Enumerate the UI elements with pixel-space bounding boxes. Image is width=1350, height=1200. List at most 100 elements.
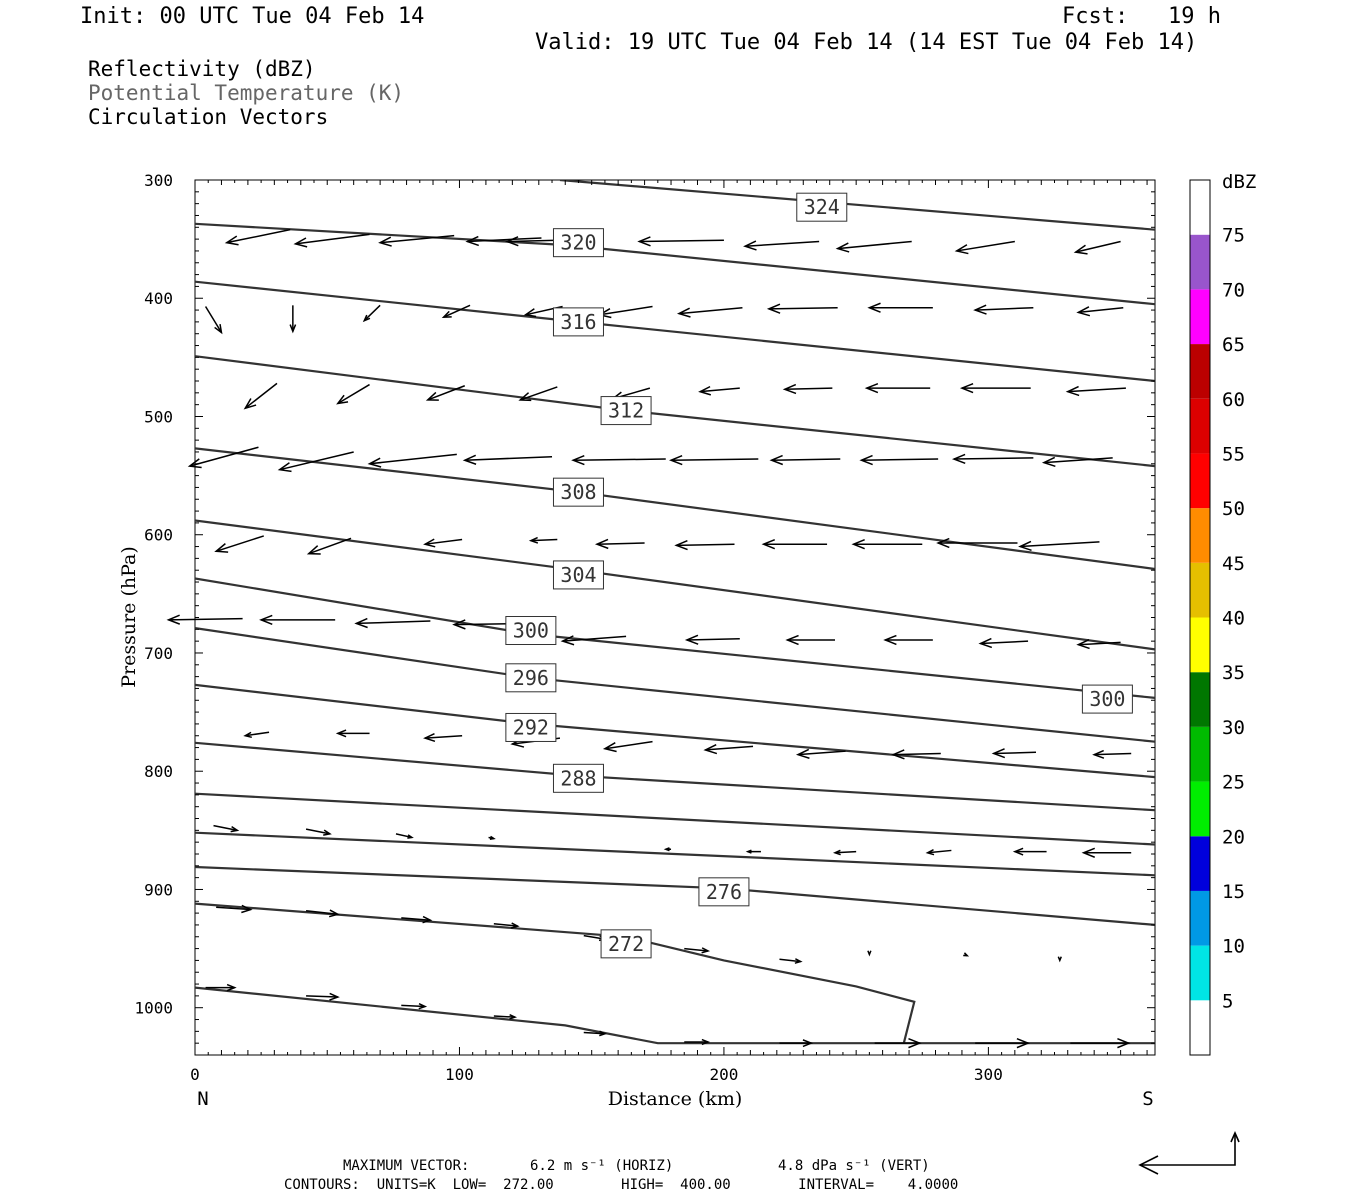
circulation-vector-head <box>936 537 950 549</box>
circulation-vector-head <box>954 244 969 255</box>
circulation-vector <box>395 833 413 839</box>
circulation-vector-head <box>802 1039 814 1048</box>
contour-label: 308 <box>560 480 596 504</box>
y-tick-label: 500 <box>144 407 173 426</box>
circulation-vector-head <box>243 398 257 410</box>
contour-label: 300 <box>513 619 549 643</box>
circulation-vector-head <box>423 538 436 548</box>
circulation-vector <box>464 455 553 461</box>
theta-contour-line <box>195 577 1155 699</box>
theta-contour-line <box>195 355 1155 468</box>
circulation-vector <box>797 750 846 756</box>
circulation-vector <box>975 306 1034 311</box>
theta-contour-line <box>559 180 1155 231</box>
south-label: S <box>1142 1088 1153 1110</box>
circulation-vector-head <box>418 1003 428 1010</box>
ref-arrow-head-vert <box>1230 1131 1240 1143</box>
contour-label-box <box>1081 684 1133 714</box>
circulation-vector-head <box>462 454 477 465</box>
theta-contour-line <box>195 831 1155 877</box>
circulation-vector <box>676 543 735 547</box>
circulation-vector-head <box>1081 847 1096 858</box>
circulation-vector-head <box>293 237 308 248</box>
circulation-vector <box>573 458 666 461</box>
circulation-vector-head <box>785 634 799 646</box>
colorbar-segment <box>1190 781 1210 837</box>
colorbar-segment <box>1190 562 1210 618</box>
contour-label-box <box>505 663 557 693</box>
circulation-vector-head <box>701 1038 711 1046</box>
legend-circulation-vectors: Circulation Vectors <box>88 105 329 129</box>
colorbar-label: 55 <box>1222 443 1245 465</box>
circulation-vector-head <box>511 922 520 929</box>
circulation-vector-head <box>335 729 347 738</box>
circulation-vector <box>686 638 740 641</box>
circulation-vector-head <box>766 303 781 314</box>
circulation-vector <box>768 306 838 310</box>
circulation-vector-head <box>1065 385 1080 397</box>
circulation-vector <box>779 958 801 963</box>
circulation-vector <box>427 385 466 401</box>
circulation-vector-head <box>963 952 970 957</box>
circulation-vector-head <box>835 242 850 253</box>
circulation-vector <box>363 304 381 322</box>
circulation-vector-head <box>1073 244 1088 255</box>
circulation-vector-head <box>523 308 537 318</box>
circulation-vector <box>216 906 251 911</box>
circulation-vector-head <box>1092 749 1105 759</box>
x-tick-label: 200 <box>709 1065 738 1084</box>
circulation-vector-head <box>362 314 371 323</box>
circulation-vector-head <box>883 634 897 646</box>
circulation-vector-head <box>867 302 881 313</box>
contour-label-box <box>552 560 604 590</box>
circulation-vector-head <box>354 617 368 629</box>
circulation-vector <box>784 387 833 391</box>
circulation-vector-head <box>306 545 321 555</box>
max-vector-label: MAXIMUM VECTOR: <box>343 1158 470 1174</box>
circulation-vector <box>493 1015 516 1018</box>
circulation-vector-head <box>489 835 496 840</box>
circulation-vector-head <box>867 950 872 957</box>
circulation-vector <box>189 446 259 467</box>
circulation-vector <box>1067 387 1126 393</box>
init-time: Init: 00 UTC Tue 04 Feb 14 <box>80 4 425 29</box>
circulation-vector-head <box>214 543 229 553</box>
colorbar-label: 70 <box>1222 279 1245 301</box>
circulation-vector-head <box>602 742 617 753</box>
circulation-vector-head <box>703 743 718 755</box>
circulation-vector <box>443 304 471 318</box>
circulation-vector <box>980 640 1029 645</box>
circulation-vector-head <box>851 539 865 550</box>
circulation-vector-head <box>1012 847 1024 856</box>
circulation-vector <box>369 453 457 465</box>
theta-contour-line <box>195 792 1155 846</box>
colorbar-label: 5 <box>1222 990 1233 1012</box>
circulation-vector-head <box>509 1013 518 1020</box>
colorbar-segment <box>1190 398 1210 454</box>
colorbar-label: 45 <box>1222 553 1245 575</box>
contour-label: 296 <box>513 666 549 690</box>
y-tick-label: 300 <box>144 171 173 190</box>
colorbar-unit: dBZ <box>1222 171 1256 193</box>
north-label: N <box>197 1088 208 1110</box>
circulation-vector-head <box>425 391 439 401</box>
legend-reflectivity: Reflectivity (dBZ) <box>88 57 316 81</box>
theta-contour-line <box>195 222 1155 306</box>
contour-label-box <box>698 877 750 907</box>
y-tick-label: 400 <box>144 289 173 308</box>
circulation-vector <box>337 383 370 405</box>
x-tick-label: 0 <box>190 1065 200 1084</box>
circulation-vector-head <box>925 849 935 856</box>
colorbar-segment <box>1190 945 1210 1001</box>
circulation-vector <box>401 1004 426 1008</box>
circulation-vector <box>837 240 912 250</box>
circulation-vector <box>745 240 820 247</box>
circulation-vector-head <box>698 385 712 396</box>
colorbar-label: 60 <box>1222 389 1245 411</box>
circulation-vector-head <box>1057 956 1062 963</box>
theta-contour-line <box>195 902 916 1044</box>
circulation-vector-head <box>891 749 905 760</box>
y-tick-label: 1000 <box>134 999 173 1018</box>
contour-label-box <box>552 477 604 507</box>
circulation-vector-head <box>674 540 688 551</box>
